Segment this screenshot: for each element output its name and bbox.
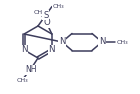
Text: N: N <box>59 38 65 47</box>
Text: N: N <box>99 38 105 47</box>
Text: N: N <box>49 45 55 55</box>
Text: CH₃: CH₃ <box>53 4 65 9</box>
Text: CH₃: CH₃ <box>16 77 28 83</box>
Text: N: N <box>21 45 27 55</box>
Text: O: O <box>44 18 50 27</box>
Text: NH: NH <box>25 65 36 74</box>
Text: S: S <box>43 11 48 19</box>
Text: CH₃: CH₃ <box>117 39 128 44</box>
Text: CH₃: CH₃ <box>34 10 46 15</box>
